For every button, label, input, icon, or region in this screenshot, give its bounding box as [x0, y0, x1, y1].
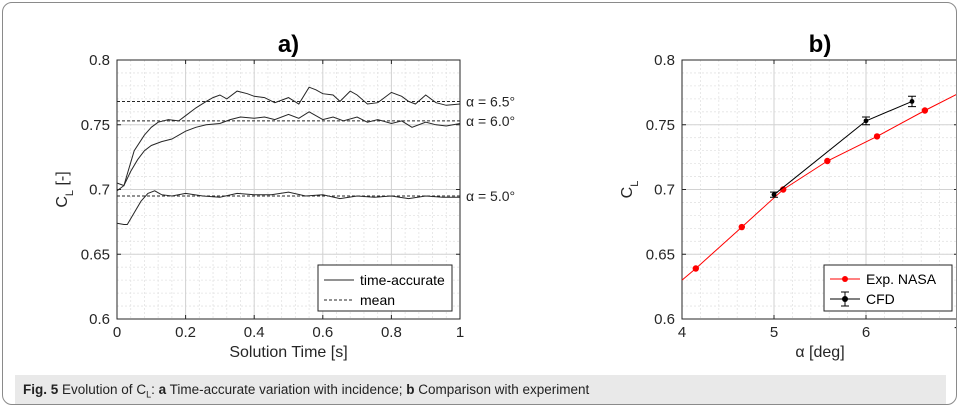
y-axis-label-main: C	[619, 187, 636, 199]
caption-text-2: :	[151, 382, 159, 397]
caption-a: a	[158, 382, 167, 397]
cfd-point	[909, 99, 915, 104]
x-tick-label: 1	[456, 324, 464, 341]
x-tick-label: 0.6	[312, 324, 333, 341]
x-axis-label: Solution Time [s]	[229, 344, 347, 361]
caption-label: Fig. 5	[23, 382, 59, 397]
x-tick-label: 0.8	[381, 324, 402, 341]
x-tick-label: 6	[862, 324, 870, 341]
x-tick-label: 0.4	[244, 324, 265, 341]
alpha-annotation: α = 6.0°	[466, 113, 515, 129]
y-axis-label-suffix: [-]	[54, 171, 71, 190]
y-tick-label: 0.8	[654, 52, 675, 69]
x-axis-label: α [deg]	[795, 344, 844, 361]
caption-text-1: Evolution of C	[58, 382, 147, 397]
x-tick-label: 0	[113, 324, 121, 341]
plot-lines	[116, 86, 461, 225]
y-axis-label-main: C	[54, 196, 71, 208]
y-tick-label: 0.6	[89, 311, 110, 328]
legend: Exp. NASA CFD	[823, 264, 953, 312]
x-tick-label: 5	[770, 324, 778, 341]
cfd-point	[863, 118, 869, 124]
legend-label: time-accurate	[360, 272, 445, 288]
legend: time-accurate mean	[317, 264, 453, 312]
y-tick-label: 0.6	[654, 311, 675, 328]
alpha-annotation: α = 6.5°	[466, 93, 515, 109]
caption-text-4: Comparison with experiment	[414, 382, 590, 397]
legend-label: mean	[360, 292, 395, 308]
alpha-annotation: α = 5.0°	[466, 188, 515, 204]
y-axis-label: CL	[619, 181, 641, 199]
legend-label: Exp. NASA	[866, 271, 937, 287]
legend-box	[317, 264, 453, 312]
exp-nasa-point	[692, 265, 699, 272]
legend-marker	[842, 276, 848, 282]
cfd-point	[771, 192, 777, 198]
y-tick-label: 0.7	[654, 182, 675, 199]
x-tick-label: 4	[678, 324, 686, 341]
caption-text-3: Time-accurate variation with incidence;	[166, 382, 407, 397]
time-accurate-line-5	[116, 190, 460, 225]
y-tick-label: 0.65	[646, 246, 675, 263]
panel-title: a)	[278, 31, 299, 58]
plot-lines	[681, 94, 956, 281]
x-tick-label: 7	[954, 324, 956, 341]
y-axis-label-sub: L	[629, 181, 641, 187]
panel-a: 0 0.2 0.4 0.6 0.8 1 0.6 0.65 0.7 0.75 0.8 a) Solutio…	[54, 31, 515, 361]
y-tick-label: 0.7	[89, 182, 110, 199]
y-axis-label-sub: L	[64, 190, 76, 196]
y-axis-label: CL [-]	[54, 171, 76, 207]
legend-label: CFD	[866, 291, 895, 307]
figure-caption: Fig. 5 Evolution of CL: a Time-accurate …	[15, 375, 946, 404]
exp-nasa-line	[681, 94, 956, 281]
exp-nasa-point	[738, 223, 745, 231]
y-tick-label: 0.75	[81, 117, 110, 134]
y-tick-label: 0.75	[646, 117, 675, 134]
figure-canvas: 0 0.2 0.4 0.6 0.8 10.60.650.70.750.8a)Solutio…	[54, 31, 956, 361]
y-tick-label: 0.65	[81, 246, 110, 263]
time-accurate-line-6.5	[116, 86, 461, 187]
caption-b: b	[406, 382, 415, 397]
time-accurate-line-6	[116, 111, 461, 192]
caption-sub: L	[146, 389, 152, 400]
panel-b: 4 5 6 7 0.6 0.65 0.7 0.75 0.8 b) α [deg] CL Exp. NAS…	[619, 31, 956, 361]
exp-nasa-point	[921, 107, 929, 114]
exp-nasa-point	[873, 133, 881, 140]
y-tick-label: 0.8	[89, 52, 110, 69]
exp-nasa-point	[780, 186, 787, 193]
exp-nasa-point	[824, 157, 831, 165]
x-tick-label: 0.2	[175, 324, 196, 341]
panel-title: b)	[809, 31, 832, 58]
